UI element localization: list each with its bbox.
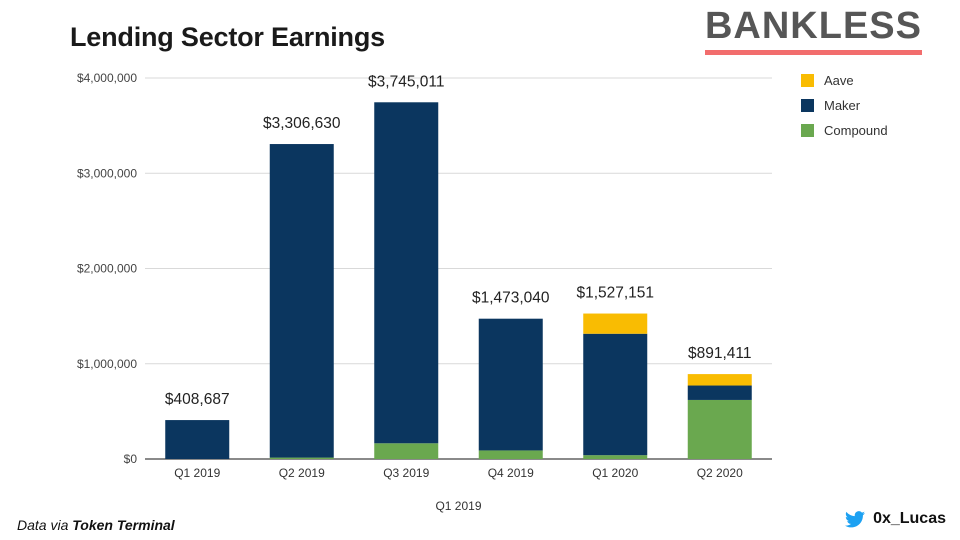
legend-swatch-maker (801, 99, 814, 112)
legend-swatch-aave (801, 74, 814, 87)
x-tick-label: Q1 2019 (174, 466, 220, 480)
total-data-label: $891,411 (688, 345, 752, 362)
bar-segment-maker (583, 333, 648, 456)
bar-segment-maker (478, 318, 543, 451)
legend-item-aave: Aave (801, 68, 888, 93)
y-tick-label: $2,000,000 (77, 262, 137, 276)
total-data-label: $3,745,011 (368, 73, 444, 90)
bar-segment-maker (269, 144, 334, 458)
x-tick-label: Q4 2019 (488, 466, 534, 480)
bar-segment-compound (269, 457, 334, 459)
bar-segment-aave (687, 374, 752, 386)
twitter-bird-icon (845, 510, 866, 527)
credit-prefix: Data via (17, 517, 73, 533)
legend-label-maker: Maker (824, 98, 861, 113)
x-axis-title: Q1 2019 (435, 499, 481, 513)
brand-logo: BANKLESS (704, 5, 922, 55)
x-tick-label: Q2 2020 (697, 466, 743, 480)
bar-segment-compound (583, 455, 648, 459)
twitter-handle-text: 0x_Lucas (873, 510, 946, 527)
brand-underline (704, 50, 922, 55)
chart-legend: Aave Maker Compound (801, 68, 888, 143)
x-tick-label: Q3 2019 (383, 466, 429, 480)
bar-segment-compound (478, 450, 543, 459)
total-data-label: $3,306,630 (263, 115, 341, 132)
legend-label-compound: Compound (824, 123, 888, 138)
bar-segment-compound (687, 399, 752, 459)
chart-title: Lending Sector Earnings (70, 22, 385, 52)
twitter-handle[interactable]: 0x_Lucas (845, 510, 946, 528)
legend-item-compound: Compound (801, 118, 888, 143)
y-tick-label: $1,000,000 (77, 357, 137, 371)
bar-segment-maker (165, 420, 230, 459)
brand-name: BANKLESS (704, 5, 922, 47)
bar-segment-compound (374, 443, 439, 459)
bar-segment-maker (374, 102, 439, 444)
bar-segment-maker (687, 385, 752, 400)
total-data-label: $1,473,040 (472, 290, 550, 307)
legend-item-maker: Maker (801, 93, 888, 118)
y-tick-label: $4,000,000 (77, 71, 137, 85)
bar-segment-aave (583, 313, 648, 334)
x-tick-label: Q2 2019 (279, 466, 325, 480)
x-tick-label: Q1 2020 (592, 466, 638, 480)
legend-label-aave: Aave (824, 73, 854, 88)
total-data-label: $1,527,151 (576, 285, 654, 302)
total-data-label: $408,687 (165, 391, 230, 408)
legend-swatch-compound (801, 124, 814, 137)
credit-source: Token Terminal (72, 517, 175, 533)
y-tick-label: $0 (124, 452, 138, 466)
y-tick-label: $3,000,000 (77, 166, 137, 180)
data-credit: Data via Token Terminal (17, 517, 175, 533)
